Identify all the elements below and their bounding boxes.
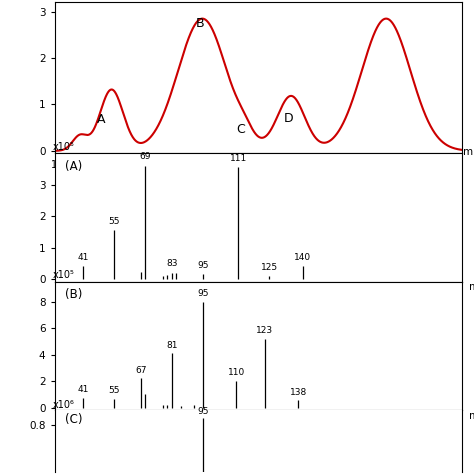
Text: 123: 123 [256,326,273,335]
Text: 55: 55 [109,386,120,395]
Text: 55: 55 [109,217,120,226]
Text: 95: 95 [197,289,209,298]
Text: C: C [236,123,245,136]
Text: (B): (B) [64,288,82,301]
Text: 83: 83 [166,259,178,268]
Text: 138: 138 [290,388,307,397]
Text: 95: 95 [197,407,209,416]
Text: 110: 110 [228,368,245,377]
Text: 95: 95 [197,261,209,270]
Text: (A): (A) [64,160,82,173]
Text: m/z: m/z [469,411,474,421]
Text: 125: 125 [261,263,278,272]
Text: 67: 67 [135,366,146,375]
Text: (C): (C) [64,413,82,426]
Text: A: A [97,113,105,126]
Text: D: D [284,112,294,125]
Text: 81: 81 [166,340,178,349]
Text: x10⁶: x10⁶ [53,400,74,410]
Text: 140: 140 [294,253,311,262]
Text: B: B [196,17,205,30]
Text: 111: 111 [230,154,247,163]
Text: 41: 41 [78,253,89,262]
Text: x10⁵: x10⁵ [53,142,74,152]
Text: 69: 69 [139,153,151,161]
Text: x10⁵: x10⁵ [53,270,74,281]
Text: min: min [463,147,474,157]
Text: m/z: m/z [469,283,474,292]
Text: 41: 41 [78,385,89,394]
